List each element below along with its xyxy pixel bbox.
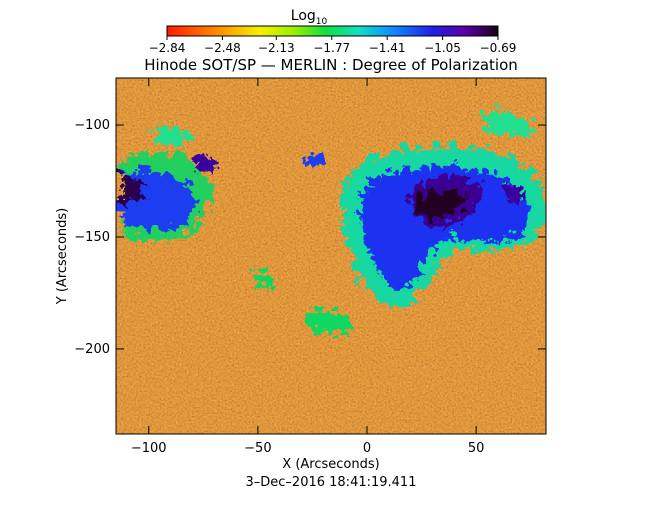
plot-frame [115, 77, 547, 435]
colorbar-ticks: −2.84 −2.48 −2.13 −1.77 −1.41 −1.05 −0.69 [149, 36, 517, 55]
colorbar-tick-label: −0.69 [480, 41, 517, 55]
y-axis-label: Y (Arcseconds) [55, 208, 70, 305]
colorbar-tick-label: −1.05 [424, 41, 461, 55]
colorbar-tick-label: −2.84 [149, 41, 186, 55]
x-tick-label: 50 [468, 441, 485, 456]
colorbar [166, 25, 499, 37]
x-tick-label: −50 [244, 441, 271, 456]
polarization-image [116, 78, 546, 434]
x-tick-label: 0 [363, 441, 371, 456]
timestamp: 3–Dec–2016 18:41:19.411 [246, 475, 417, 490]
colorbar-tick-label: −2.13 [258, 41, 295, 55]
y-axis-ticks: −100 −150 −200 [74, 118, 546, 357]
y-tick-label: −200 [74, 342, 110, 357]
y-tick-label: −150 [74, 230, 110, 245]
x-axis-label: X (Arcseconds) [282, 457, 379, 472]
colorbar-tick-label: −1.77 [313, 41, 350, 55]
figure-title: Hinode SOT/SP — MERLIN : Degree of Polar… [144, 56, 518, 74]
y-tick-label: −100 [74, 118, 110, 133]
colorbar-tick-label: −1.41 [369, 41, 406, 55]
colorbar-label: Log10 [291, 8, 328, 27]
x-axis-ticks: −100 −50 0 50 [131, 78, 485, 456]
colorbar-tick-label: −2.48 [204, 41, 241, 55]
x-tick-label: −100 [131, 441, 167, 456]
